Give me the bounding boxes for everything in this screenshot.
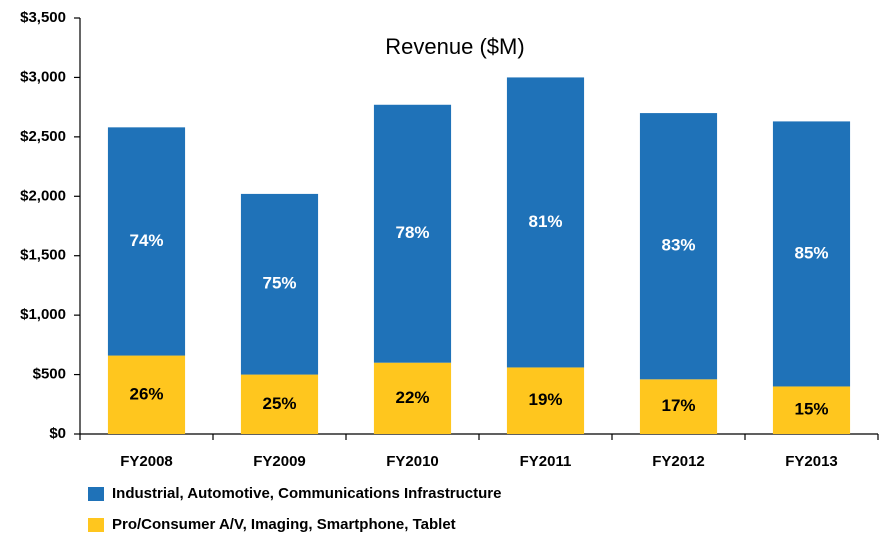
legend-label: Industrial, Automotive, Communications I… <box>112 485 502 502</box>
y-tick-label: $0 <box>49 425 66 442</box>
bar-segment <box>772 386 851 434</box>
bar-segment <box>240 193 319 375</box>
legend-swatch <box>88 518 104 532</box>
data-label: 78% <box>395 223 429 242</box>
bar-segment <box>373 362 452 434</box>
legend-label: Pro/Consumer A/V, Imaging, Smartphone, T… <box>112 516 456 533</box>
y-tick-label: $2,500 <box>20 128 66 145</box>
bar-segment <box>506 367 585 434</box>
x-tick-label: FY2012 <box>652 453 705 470</box>
bar-segment <box>506 77 585 368</box>
y-tick-label: $3,500 <box>20 9 66 26</box>
x-tick-label: FY2010 <box>386 453 439 470</box>
x-tick-label: FY2009 <box>253 453 306 470</box>
bar-segment <box>240 374 319 434</box>
x-tick-label: FY2011 <box>520 453 572 470</box>
data-label: 26% <box>129 384 163 403</box>
legend-swatch <box>88 487 104 501</box>
data-label: 17% <box>661 396 695 415</box>
y-tick-label: $500 <box>33 366 66 383</box>
x-tick-label: FY2008 <box>120 453 173 470</box>
data-label: 15% <box>794 400 828 419</box>
data-label: 74% <box>129 231 163 250</box>
data-label: 22% <box>395 388 429 407</box>
bar-segment <box>107 355 186 434</box>
bar-segment <box>107 127 186 356</box>
data-label: 85% <box>794 243 828 262</box>
bar-segment <box>639 113 718 380</box>
data-label: 25% <box>262 394 296 413</box>
bar-segment <box>639 379 718 434</box>
data-label: 75% <box>262 274 296 293</box>
y-tick-label: $1,500 <box>20 247 66 264</box>
data-label: 83% <box>661 236 695 255</box>
x-tick-label: FY2013 <box>785 453 838 470</box>
chart-title: Revenue ($M) <box>385 34 524 59</box>
y-tick-label: $1,000 <box>20 306 66 323</box>
y-tick-label: $3,000 <box>20 68 66 85</box>
bar-segment <box>373 104 452 363</box>
y-tick-label: $2,000 <box>20 187 66 204</box>
data-label: 19% <box>528 390 562 409</box>
data-label: 81% <box>528 212 562 231</box>
bar-segment <box>772 121 851 387</box>
